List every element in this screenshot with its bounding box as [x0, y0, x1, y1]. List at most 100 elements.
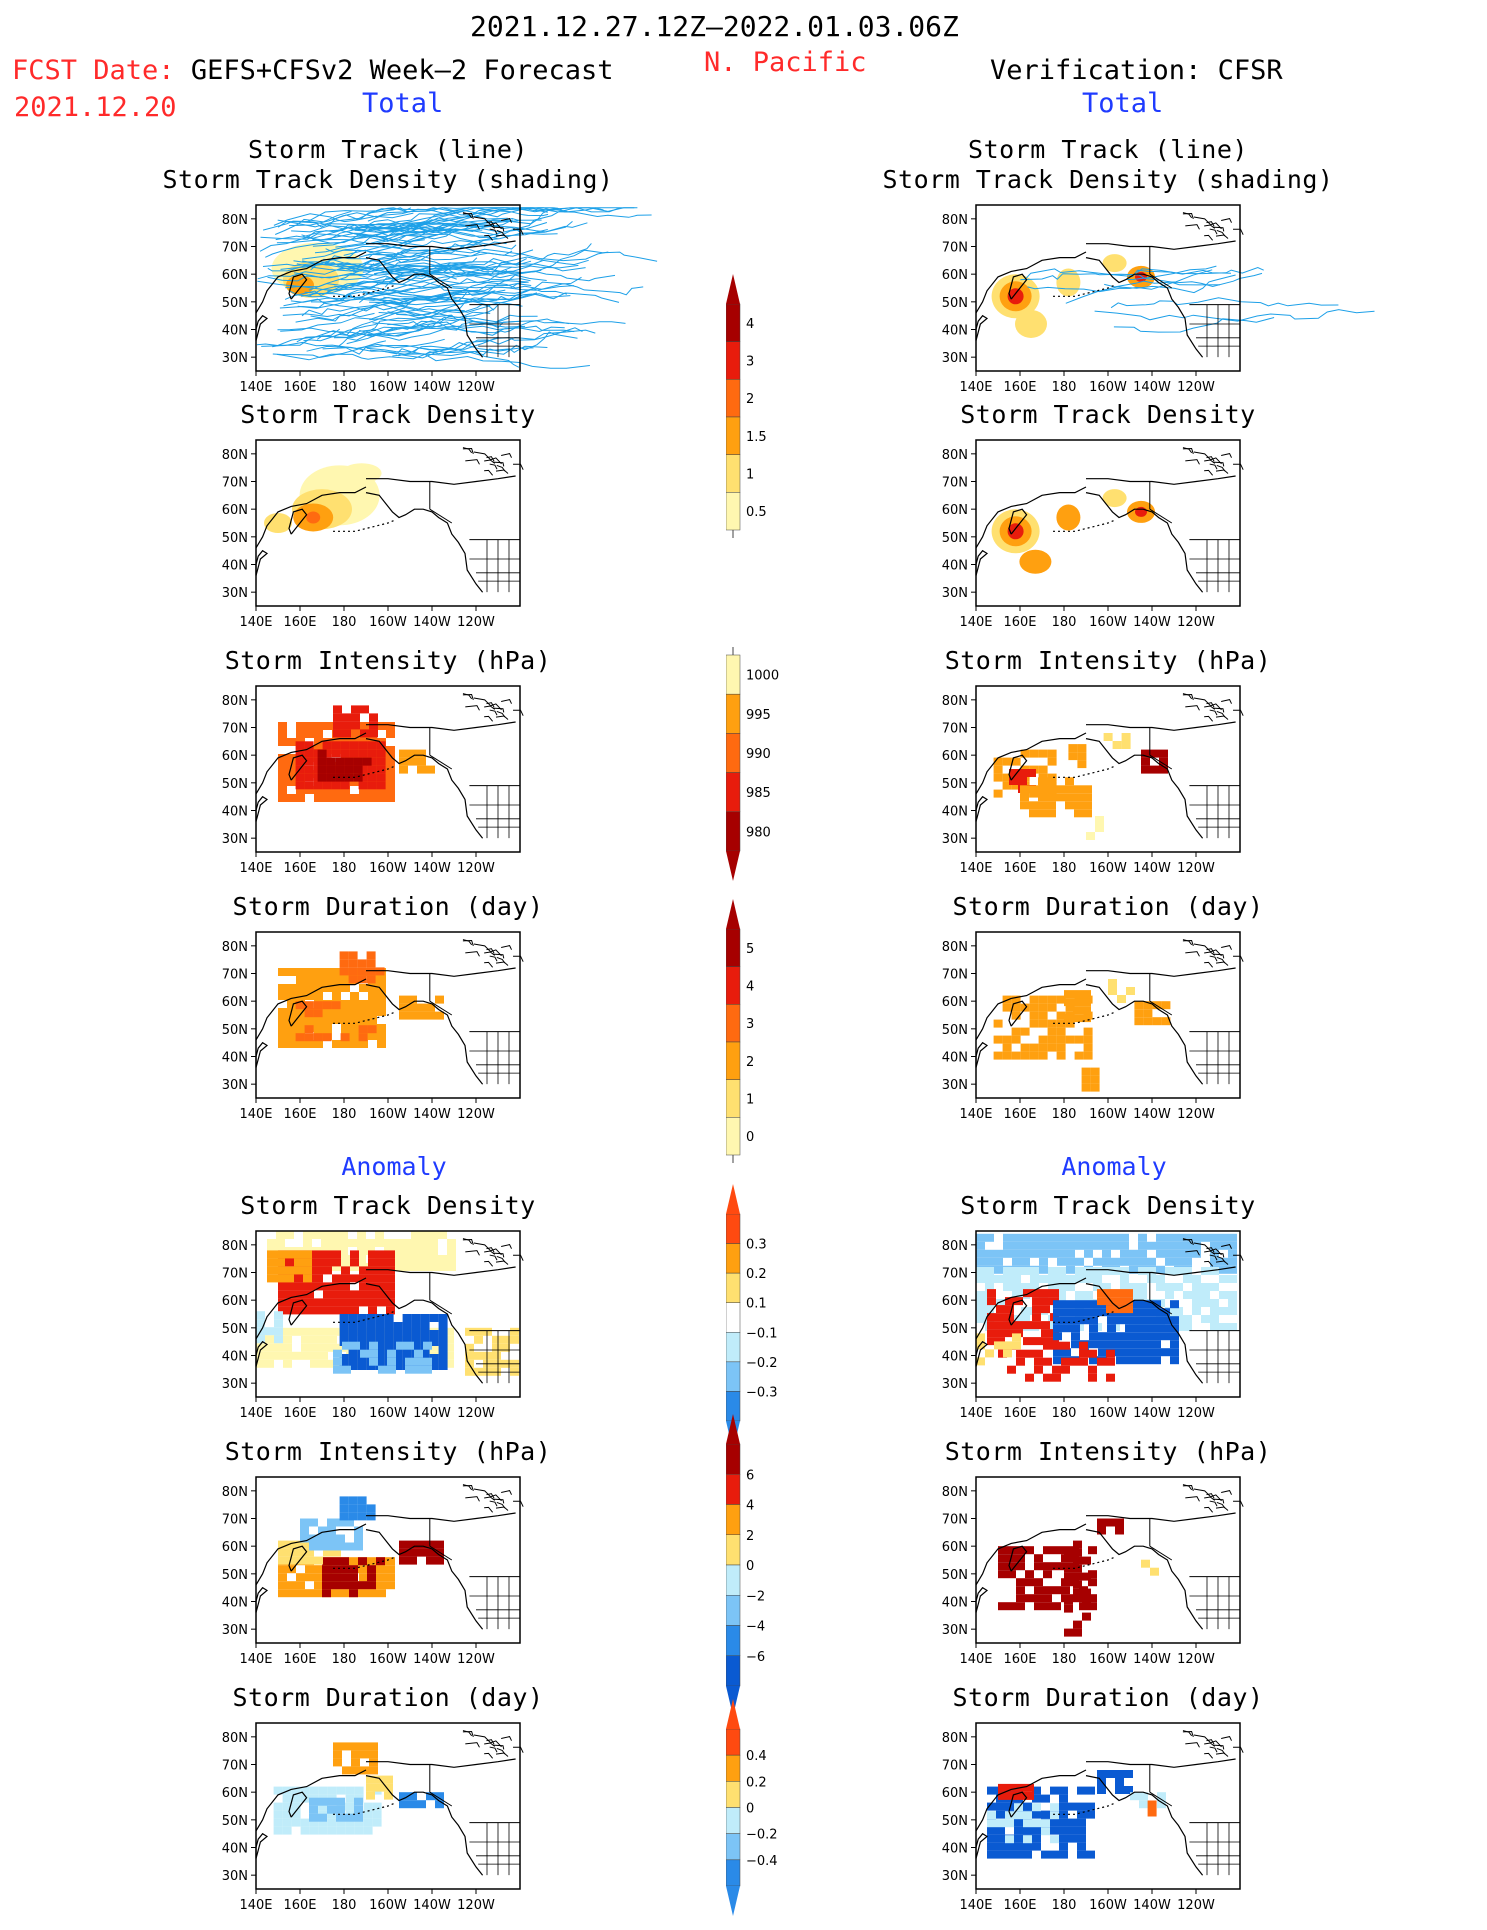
grid-cell	[1082, 1006, 1091, 1015]
grid-cell	[368, 1032, 377, 1040]
grid-cell	[340, 1033, 350, 1042]
anomaly-cell	[1077, 1850, 1086, 1859]
grid-cell	[368, 1016, 377, 1024]
storm-track-line	[358, 291, 538, 303]
anomaly-cell	[1183, 1249, 1192, 1258]
anomaly-cell	[1050, 1826, 1059, 1835]
y-tick-label: 80N	[222, 213, 248, 228]
anomaly-cell	[348, 1504, 358, 1513]
anomaly-cell	[328, 1335, 337, 1344]
anomaly-cell	[278, 1565, 287, 1574]
anomaly-cell	[386, 1298, 395, 1307]
anomaly-cell	[1073, 1580, 1082, 1589]
y-tick-label: 80N	[942, 1485, 968, 1500]
anomaly-cell	[276, 1250, 285, 1259]
anomaly-cell	[1156, 1275, 1165, 1283]
anomaly-cell	[1057, 1233, 1066, 1242]
grid-cell	[305, 730, 314, 738]
anomaly-cell	[333, 1758, 342, 1767]
map-panel-adensR: 140E 160E 180 160W 140W 120W80N70N60N50N40N30…	[942, 1230, 1244, 1421]
grid-cell	[435, 995, 444, 1004]
grid-cell	[399, 1011, 408, 1020]
anomaly-cell	[1041, 1289, 1050, 1298]
anomaly-cell	[1005, 1850, 1014, 1859]
anomaly-cell	[1071, 1316, 1080, 1325]
anomaly-cell	[411, 1255, 420, 1263]
anomaly-cell	[1053, 1316, 1062, 1325]
y-tick-label: 60N	[942, 1540, 968, 1555]
anomaly-cell	[420, 1322, 430, 1330]
grid-cell	[350, 778, 359, 786]
anomaly-cell	[386, 1565, 395, 1574]
grid-cell	[1065, 1035, 1075, 1044]
anomaly-cell	[318, 1526, 327, 1535]
anomaly-cell	[1023, 1842, 1032, 1851]
anomaly-cell	[1228, 1241, 1237, 1250]
x-tick-label: 120W	[1177, 615, 1215, 630]
y-tick-label: 70N	[942, 476, 968, 491]
anomaly-cell	[483, 1351, 492, 1360]
anomaly-cell	[1170, 1356, 1179, 1365]
anomaly-cell	[341, 1274, 350, 1283]
anomaly-cell	[278, 1290, 287, 1299]
anomaly-cell	[1052, 1562, 1061, 1571]
anomaly-cell	[349, 1573, 358, 1582]
anomaly-cell	[1071, 1340, 1080, 1349]
grid-cell	[426, 1011, 435, 1020]
anomaly-cell	[1034, 1586, 1043, 1595]
storm-track-line	[338, 282, 575, 302]
grid-cell	[340, 781, 350, 790]
grid-cell	[341, 984, 350, 992]
anomaly-cell	[1043, 1594, 1052, 1603]
density-mark	[1056, 504, 1081, 531]
anomaly-cell	[282, 1826, 292, 1835]
anomaly-cell	[438, 1255, 447, 1263]
y-tick-label: 50N	[942, 777, 968, 792]
grid-cell	[1038, 809, 1047, 818]
anomaly-cell	[1071, 1324, 1080, 1333]
grid-cell	[1011, 1051, 1021, 1060]
anomaly-cell	[287, 1540, 296, 1549]
storm-track-line	[275, 210, 352, 235]
x-tick-label: 160E	[1003, 1107, 1036, 1122]
grid-cell	[1011, 995, 1021, 1004]
anomaly-cell	[445, 1343, 454, 1352]
anomaly-cell	[1061, 1341, 1070, 1350]
anomaly-cell	[1043, 1546, 1052, 1555]
x-tick-label: 140E	[239, 1107, 272, 1122]
x-tick-label: 120W	[457, 615, 495, 630]
anomaly-cell	[348, 1239, 357, 1247]
anomaly-cell	[402, 1322, 412, 1330]
anomaly-cell	[438, 1362, 448, 1370]
grid-cell	[1038, 801, 1047, 810]
grid-cell	[1018, 777, 1027, 785]
grid-cell	[278, 968, 287, 976]
anomaly-cell	[1030, 1267, 1039, 1275]
anomaly-cell	[994, 1275, 1003, 1283]
anomaly-cell	[1062, 1348, 1071, 1357]
anomaly-cell	[348, 1512, 358, 1521]
anomaly-cell	[1219, 1307, 1228, 1315]
anomaly-cell	[278, 1589, 287, 1598]
anomaly-cell	[1201, 1315, 1210, 1323]
grid-cell	[1064, 990, 1073, 999]
colorbar-label: 2	[746, 1055, 754, 1070]
anomaly-cell	[1023, 1850, 1032, 1859]
anomaly-cell	[1183, 1323, 1192, 1331]
anomaly-cell	[1041, 1297, 1050, 1306]
grid-cell	[1029, 785, 1038, 794]
anomaly-cell	[1043, 1570, 1052, 1579]
grid-cell	[376, 781, 386, 790]
anomaly-cell	[438, 1354, 448, 1362]
grid-cell	[358, 781, 368, 790]
anomaly-cell	[1079, 1357, 1088, 1366]
anomaly-cell	[501, 1343, 510, 1352]
anomaly-cell	[278, 1556, 287, 1565]
anomaly-cell	[291, 1802, 301, 1811]
y-tick-label: 80N	[222, 940, 248, 955]
anomaly-cell	[387, 1349, 396, 1358]
anomaly-cell	[376, 1557, 385, 1566]
y-tick-label: 80N	[222, 694, 248, 709]
anomaly-cell	[296, 1556, 305, 1565]
grid-cell	[314, 786, 323, 794]
